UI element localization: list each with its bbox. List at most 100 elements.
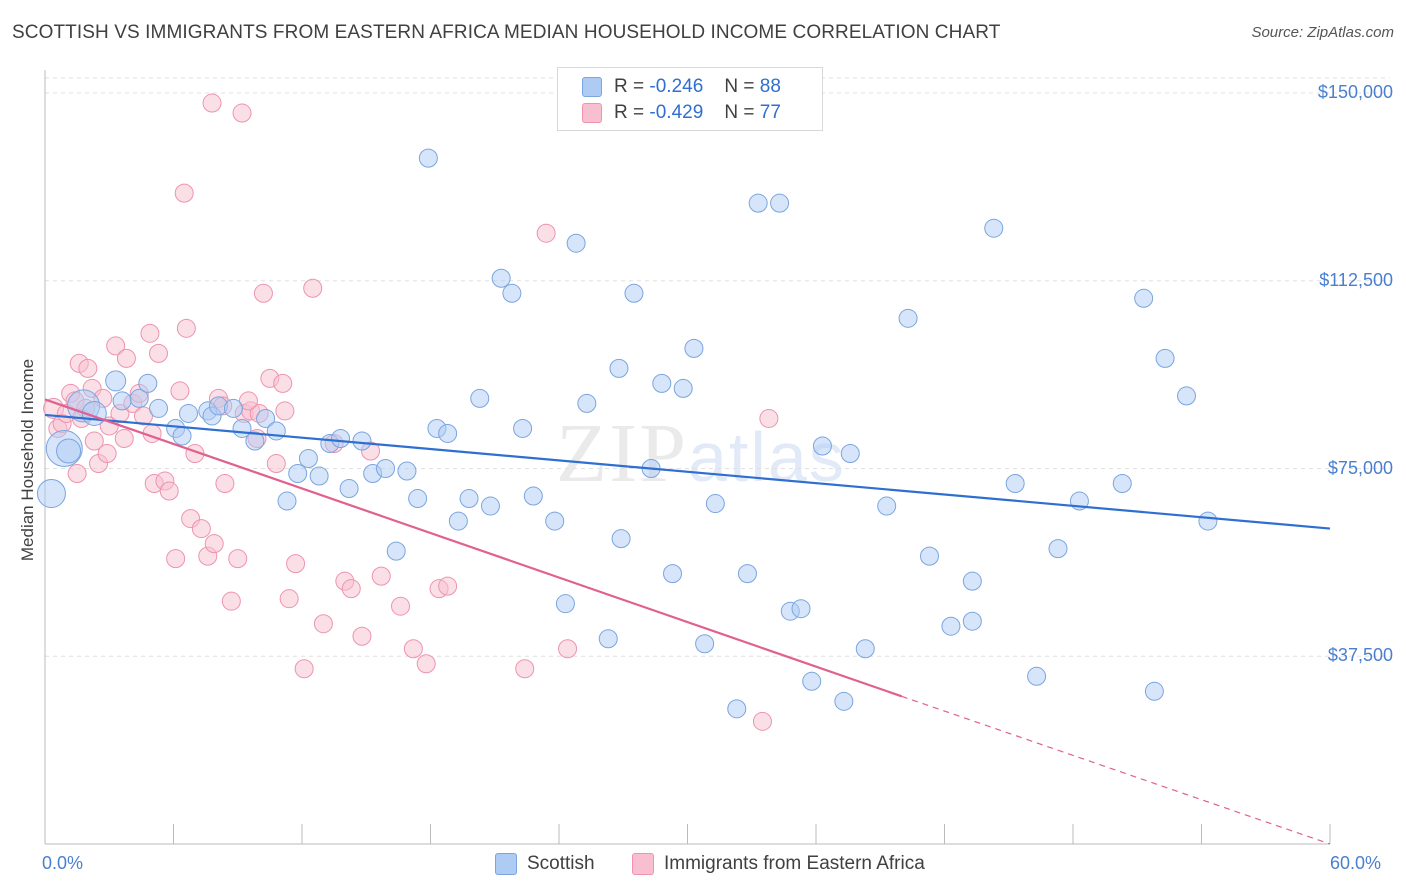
stats-legend: R = -0.246 N = 88 R = -0.429 N = 77 [557, 67, 823, 131]
eastern-africa-point-14 [97, 443, 117, 463]
y-tick-label-1: $75,000 [1327, 457, 1393, 478]
eastern-africa-point-60 [416, 654, 436, 674]
eastern-africa-point-19 [116, 348, 136, 368]
trend-lines [44, 398, 1331, 845]
x-tick-max: 60.0% [1330, 853, 1382, 873]
scottish-point-23 [298, 448, 318, 468]
eastern-africa-point-38 [221, 591, 241, 611]
scottish-point-87 [962, 611, 982, 631]
scottish-point-20 [266, 421, 286, 441]
scottish-point-31 [386, 541, 406, 561]
eastern-africa-stats: R = -0.429 N = 77 [614, 102, 781, 124]
scottish-point-79 [1048, 539, 1068, 559]
y-tick-label-3: $150,000 [1317, 82, 1393, 103]
scottish-point-51 [611, 529, 631, 549]
ea-r-label: R = [614, 102, 645, 123]
scottish-n-value: 88 [759, 76, 781, 97]
eastern-africa-point-27 [159, 481, 179, 501]
scottish-point-6 [112, 391, 132, 411]
scottish-point-48 [577, 393, 597, 413]
scottish-point-54 [652, 373, 672, 393]
eastern-africa-point-55 [352, 626, 372, 646]
eastern-africa-point-68 [174, 183, 194, 203]
scottish-point-61 [737, 564, 757, 584]
scottish-point-33 [408, 489, 428, 509]
scottish-point-30 [376, 459, 396, 479]
scottish-point-18 [245, 431, 265, 451]
scottish-point-65 [791, 599, 811, 619]
scottish-point-57 [684, 338, 704, 358]
watermark: ZIPatlas [556, 405, 846, 502]
eastern-africa-point-23 [140, 323, 160, 343]
scottish-point-46 [555, 594, 575, 614]
scottish-point-52 [624, 283, 644, 303]
eastern-africa-point-10 [78, 358, 98, 378]
scottish-point-40 [480, 496, 500, 516]
scottish-point-49 [598, 629, 618, 649]
scottish-point-36 [438, 423, 458, 443]
scottish-point-22 [288, 464, 308, 484]
eastern-africa-point-37 [215, 474, 235, 494]
scottish-point-67 [812, 436, 832, 456]
scottish-point-45 [545, 511, 565, 531]
eastern-africa-point-45 [266, 454, 286, 474]
scottish-point-32 [397, 461, 417, 481]
eastern-africa-point-62 [438, 576, 458, 596]
eastern-africa-point-59 [403, 639, 423, 659]
eastern-africa-point-30 [176, 318, 196, 338]
scottish-point-9 [149, 398, 169, 418]
scottish-point-60 [727, 699, 747, 719]
y-tick-label-0: $37,500 [1327, 645, 1393, 666]
scottish-stats: R = -0.246 N = 88 [614, 76, 781, 98]
eastern-africa-point-64 [536, 223, 556, 243]
eastern-africa-point-67 [752, 711, 772, 731]
eastern-africa-point-25 [149, 343, 169, 363]
scottish-swatch [582, 77, 602, 97]
ea-r-value: -0.429 [649, 102, 704, 123]
scottish-point-24 [309, 466, 329, 486]
scottish-point-50 [609, 358, 629, 378]
scottish-point-34 [418, 148, 438, 168]
eastern-africa-point-39 [228, 549, 248, 569]
grid-lines [45, 77, 1390, 657]
scottish-point-77 [1005, 474, 1025, 494]
scottish-point-28 [352, 431, 372, 451]
eastern-africa-point-16 [106, 336, 126, 356]
scottish-point-73 [920, 546, 940, 566]
watermark-zip: ZIP [556, 407, 688, 500]
scottish-point-41 [491, 268, 511, 288]
scottish-point-55 [663, 564, 683, 584]
scottish-point-76 [984, 218, 1004, 238]
scottish-point-74 [941, 616, 961, 636]
eastern-africa-point-74 [275, 401, 295, 421]
scottish-point-21 [277, 491, 297, 511]
ea-n-label: N = [724, 102, 755, 123]
scottish-point-71 [877, 496, 897, 516]
eastern-africa-point-29 [170, 381, 190, 401]
eastern-africa-point-73 [238, 391, 258, 411]
ea-n-value: 77 [759, 102, 781, 123]
scottish-point-84 [1155, 348, 1175, 368]
scottish-point-0 [36, 479, 66, 509]
scottish-point-12 [178, 403, 198, 423]
eastern-africa-point-43 [253, 283, 273, 303]
eastern-africa-point-28 [166, 549, 186, 569]
scottish-point-42 [502, 283, 522, 303]
scottish-point-38 [459, 489, 479, 509]
scottish-point-82 [1134, 288, 1154, 308]
eastern-africa-point-63 [515, 659, 535, 679]
source-credit: Source: ZipAtlas.com [1251, 24, 1394, 41]
scottish-r-value: -0.246 [649, 76, 704, 97]
scottish-point-85 [1177, 386, 1197, 406]
scottish-point-5 [105, 370, 127, 392]
eastern-africa-point-50 [303, 278, 323, 298]
scottish-point-8 [138, 373, 158, 393]
scottish-point-78 [1027, 666, 1047, 686]
eastern-africa-point-70 [232, 103, 252, 123]
eastern-africa-swatch [582, 103, 602, 123]
eastern-africa-point-33 [191, 519, 211, 539]
scottish-point-68 [834, 691, 854, 711]
scottish-point-43 [513, 418, 533, 438]
eastern-africa-point-47 [279, 589, 299, 609]
